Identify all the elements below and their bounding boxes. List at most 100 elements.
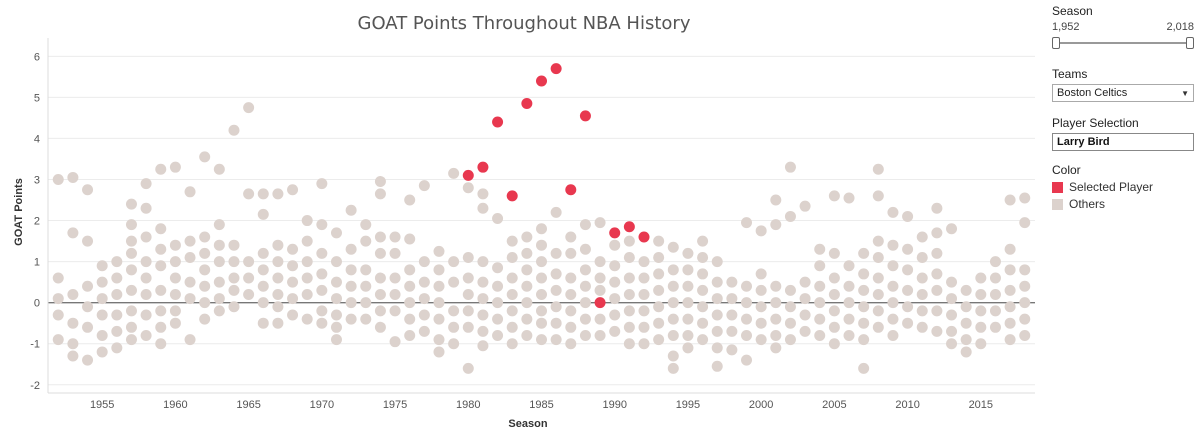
- data-point-other[interactable]: [52, 334, 64, 346]
- data-point-other[interactable]: [579, 243, 591, 255]
- data-point-other[interactable]: [960, 301, 972, 313]
- data-point-other[interactable]: [550, 268, 562, 280]
- data-point-other[interactable]: [872, 288, 884, 300]
- data-point-other[interactable]: [814, 280, 826, 292]
- data-point-other[interactable]: [316, 178, 328, 190]
- data-point-other[interactable]: [82, 235, 94, 247]
- data-point-other[interactable]: [828, 338, 840, 350]
- data-point-selected[interactable]: [623, 221, 635, 233]
- data-point-other[interactable]: [243, 272, 255, 284]
- data-point-other[interactable]: [155, 338, 167, 350]
- data-point-other[interactable]: [931, 325, 943, 337]
- data-point-other[interactable]: [330, 276, 342, 288]
- data-point-other[interactable]: [374, 305, 386, 317]
- data-point-other[interactable]: [345, 204, 357, 216]
- data-point-other[interactable]: [330, 309, 342, 321]
- data-point-other[interactable]: [111, 325, 123, 337]
- data-point-other[interactable]: [184, 186, 196, 198]
- data-point-other[interactable]: [975, 288, 987, 300]
- data-point-other[interactable]: [1004, 194, 1016, 206]
- data-point-other[interactable]: [96, 276, 108, 288]
- data-point-other[interactable]: [125, 219, 137, 231]
- data-point-other[interactable]: [257, 317, 269, 329]
- data-point-other[interactable]: [140, 272, 152, 284]
- data-point-other[interactable]: [360, 235, 372, 247]
- data-point-other[interactable]: [872, 305, 884, 317]
- data-point-other[interactable]: [374, 272, 386, 284]
- data-point-other[interactable]: [287, 184, 299, 196]
- data-point-other[interactable]: [579, 264, 591, 276]
- data-point-other[interactable]: [975, 338, 987, 350]
- data-point-other[interactable]: [462, 272, 474, 284]
- data-point-other[interactable]: [565, 338, 577, 350]
- data-point-other[interactable]: [1019, 264, 1031, 276]
- data-point-other[interactable]: [946, 276, 958, 288]
- data-point-other[interactable]: [228, 239, 240, 251]
- data-point-other[interactable]: [653, 334, 665, 346]
- data-point-selected[interactable]: [594, 297, 606, 309]
- data-point-other[interactable]: [741, 330, 753, 342]
- data-point-other[interactable]: [770, 297, 782, 309]
- data-point-other[interactable]: [550, 284, 562, 296]
- data-point-selected[interactable]: [492, 116, 504, 128]
- data-point-other[interactable]: [960, 334, 972, 346]
- data-point-other[interactable]: [169, 161, 181, 173]
- data-point-other[interactable]: [521, 280, 533, 292]
- data-point-other[interactable]: [989, 305, 1001, 317]
- data-point-other[interactable]: [404, 330, 416, 342]
- data-point-other[interactable]: [199, 151, 211, 163]
- data-point-other[interactable]: [287, 260, 299, 272]
- data-point-other[interactable]: [828, 321, 840, 333]
- data-point-other[interactable]: [374, 176, 386, 188]
- data-point-other[interactable]: [975, 305, 987, 317]
- data-point-other[interactable]: [711, 325, 723, 337]
- data-point-other[interactable]: [565, 288, 577, 300]
- data-point-other[interactable]: [521, 264, 533, 276]
- data-point-other[interactable]: [492, 280, 504, 292]
- data-point-other[interactable]: [799, 200, 811, 212]
- data-point-other[interactable]: [169, 239, 181, 251]
- data-point-other[interactable]: [448, 256, 460, 268]
- data-point-other[interactable]: [667, 350, 679, 362]
- data-point-other[interactable]: [477, 256, 489, 268]
- data-point-other[interactable]: [330, 227, 342, 239]
- data-point-other[interactable]: [653, 317, 665, 329]
- data-point-other[interactable]: [360, 313, 372, 325]
- data-point-other[interactable]: [711, 309, 723, 321]
- data-point-other[interactable]: [799, 309, 811, 321]
- data-point-other[interactable]: [199, 313, 211, 325]
- data-point-other[interactable]: [169, 272, 181, 284]
- data-point-other[interactable]: [638, 305, 650, 317]
- data-point-other[interactable]: [272, 272, 284, 284]
- data-point-other[interactable]: [374, 247, 386, 259]
- data-point-other[interactable]: [741, 280, 753, 292]
- data-point-other[interactable]: [228, 124, 240, 136]
- data-point-other[interactable]: [199, 297, 211, 309]
- data-point-other[interactable]: [184, 252, 196, 264]
- data-point-other[interactable]: [697, 252, 709, 264]
- data-point-other[interactable]: [389, 288, 401, 300]
- data-point-selected[interactable]: [536, 75, 547, 87]
- data-point-other[interactable]: [433, 280, 445, 292]
- data-point-other[interactable]: [506, 235, 518, 247]
- data-point-other[interactable]: [682, 342, 694, 354]
- data-point-other[interactable]: [536, 223, 547, 235]
- data-point-other[interactable]: [872, 252, 884, 264]
- data-point-other[interactable]: [228, 272, 240, 284]
- data-point-other[interactable]: [52, 293, 64, 305]
- data-point-other[interactable]: [697, 301, 709, 313]
- data-point-other[interactable]: [784, 334, 796, 346]
- data-point-other[interactable]: [1004, 243, 1016, 255]
- data-point-other[interactable]: [946, 309, 958, 321]
- data-point-other[interactable]: [374, 288, 386, 300]
- data-point-other[interactable]: [1004, 334, 1016, 346]
- data-point-other[interactable]: [565, 305, 577, 317]
- data-point-other[interactable]: [916, 288, 928, 300]
- data-point-other[interactable]: [433, 245, 445, 257]
- data-point-other[interactable]: [67, 171, 79, 183]
- data-point-other[interactable]: [741, 297, 753, 309]
- data-point-other[interactable]: [374, 321, 386, 333]
- data-point-other[interactable]: [506, 338, 518, 350]
- data-point-other[interactable]: [155, 243, 167, 255]
- teams-dropdown[interactable]: Boston Celtics ▼: [1052, 84, 1194, 102]
